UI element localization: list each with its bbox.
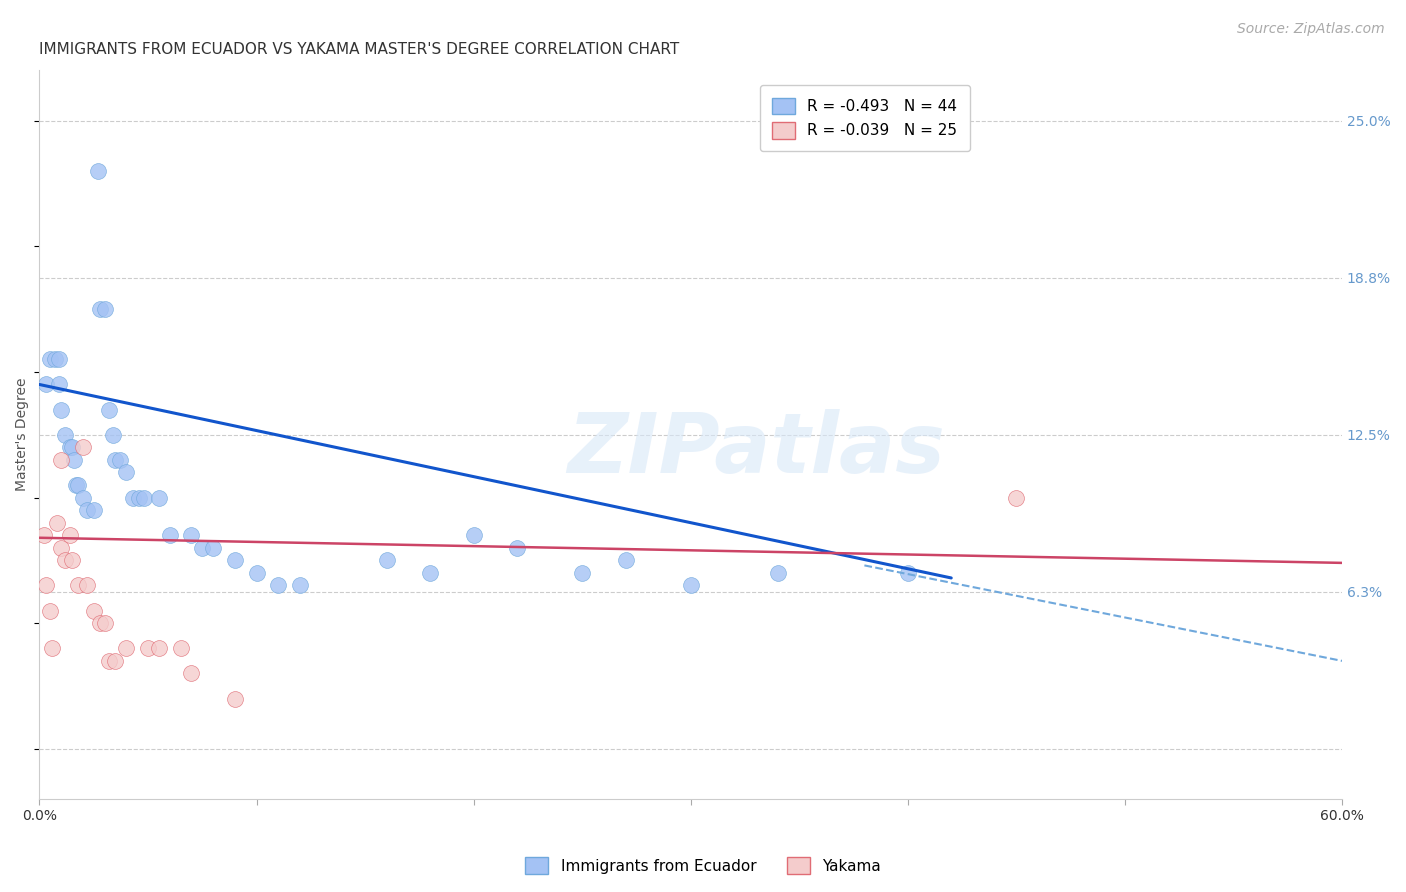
Point <box>614 553 637 567</box>
Point <box>224 691 246 706</box>
Point <box>571 566 593 580</box>
Point <box>419 566 441 580</box>
Point <box>169 641 191 656</box>
Point <box>1005 491 1028 505</box>
Point <box>49 541 72 555</box>
Point <box>65 478 87 492</box>
Point <box>121 491 143 505</box>
Point <box>97 654 120 668</box>
Point <box>115 466 138 480</box>
Point <box>45 516 67 530</box>
Text: Source: ZipAtlas.com: Source: ZipAtlas.com <box>1237 22 1385 37</box>
Point <box>108 453 131 467</box>
Point <box>245 566 267 580</box>
Point <box>288 578 311 592</box>
Point <box>76 578 98 592</box>
Point <box>55 553 77 567</box>
Text: ZIPatlas: ZIPatlas <box>567 409 945 490</box>
Point <box>132 491 155 505</box>
Point <box>128 491 150 505</box>
Point <box>463 528 485 542</box>
Point <box>224 553 246 567</box>
Point <box>59 440 82 454</box>
Point <box>103 427 125 442</box>
Y-axis label: Master's Degree: Master's Degree <box>15 378 30 491</box>
Point <box>267 578 290 592</box>
Point <box>32 528 55 542</box>
Point <box>93 616 115 631</box>
Point <box>60 440 83 454</box>
Point <box>104 654 127 668</box>
Legend: R = -0.493   N = 44, R = -0.039   N = 25: R = -0.493 N = 44, R = -0.039 N = 25 <box>761 86 970 151</box>
Point <box>44 352 66 367</box>
Point <box>180 666 202 681</box>
Point <box>55 427 77 442</box>
Point <box>375 553 398 567</box>
Point <box>48 377 70 392</box>
Point <box>83 503 105 517</box>
Point <box>766 566 789 580</box>
Point <box>49 453 72 467</box>
Point <box>60 553 83 567</box>
Point <box>202 541 225 555</box>
Point <box>89 302 111 317</box>
Point <box>35 377 58 392</box>
Point <box>49 402 72 417</box>
Point <box>97 402 120 417</box>
Point <box>897 566 920 580</box>
Point <box>67 478 90 492</box>
Point <box>180 528 202 542</box>
Legend: Immigrants from Ecuador, Yakama: Immigrants from Ecuador, Yakama <box>519 851 887 880</box>
Point <box>72 440 94 454</box>
Point <box>41 641 63 656</box>
Point <box>148 491 170 505</box>
Point <box>104 453 127 467</box>
Point <box>39 604 62 618</box>
Point <box>59 528 82 542</box>
Point <box>35 578 58 592</box>
Point <box>159 528 181 542</box>
Point <box>72 491 94 505</box>
Point <box>83 604 105 618</box>
Point <box>39 352 62 367</box>
Point <box>136 641 159 656</box>
Point <box>191 541 214 555</box>
Point <box>93 302 115 317</box>
Point <box>63 453 86 467</box>
Point <box>87 164 110 178</box>
Point <box>76 503 98 517</box>
Point <box>48 352 70 367</box>
Point <box>89 616 111 631</box>
Point <box>148 641 170 656</box>
Text: IMMIGRANTS FROM ECUADOR VS YAKAMA MASTER'S DEGREE CORRELATION CHART: IMMIGRANTS FROM ECUADOR VS YAKAMA MASTER… <box>39 42 679 57</box>
Point <box>679 578 702 592</box>
Point <box>115 641 138 656</box>
Point <box>67 578 90 592</box>
Point <box>506 541 529 555</box>
